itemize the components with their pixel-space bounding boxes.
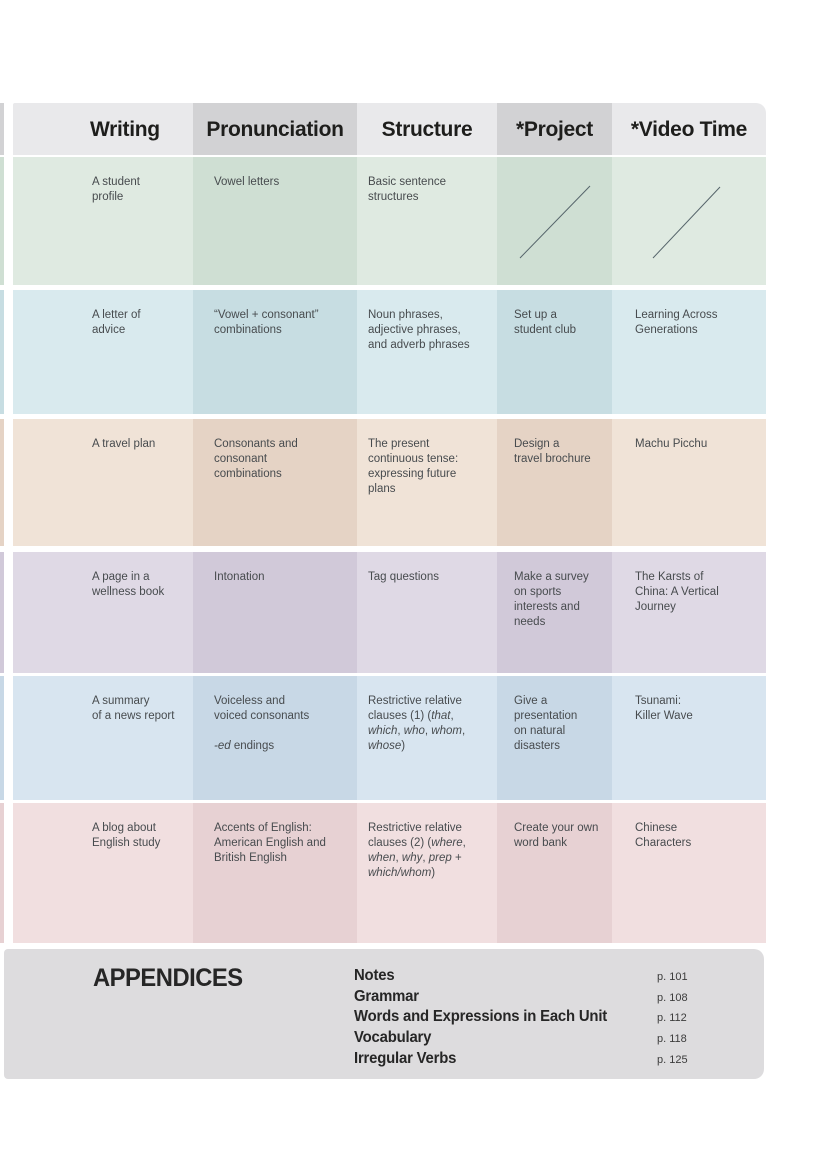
cell-pronunciation-text: Accents of English: American English and…	[214, 822, 326, 864]
cell-writing: A travel plan	[92, 438, 156, 450]
cell-structure: Noun phrases, adjective phrases, and adv…	[368, 309, 470, 351]
column-header-video-time: *Video Time	[630, 118, 748, 141]
cell-structure: Basic sentence structures	[368, 176, 446, 203]
cell-pronunciation	[193, 676, 357, 800]
cell-writing: A page in a wellness book	[92, 571, 165, 598]
cell-project	[497, 290, 612, 414]
unit-row-6: A blog about English study Accents of En…	[0, 803, 766, 943]
cell-writing: A summary of a news report	[92, 695, 175, 722]
cell-project-text: Make a survey on sports interests and ne…	[514, 571, 589, 628]
column-header-project: *Project	[516, 118, 593, 141]
column-header-structure: Structure	[381, 118, 473, 141]
cell-project	[497, 676, 612, 800]
appendix-item: Irregular Verbs p. 125	[354, 1050, 688, 1071]
cell-project	[497, 419, 612, 546]
cell-structure: The present continuous tense: expressing…	[368, 438, 459, 495]
cell-pronunciation-text: Intonation	[214, 571, 265, 583]
unit-row-1: A student profile Vowel letters Basic se…	[0, 157, 766, 285]
cell-writing: A letter of advice	[92, 309, 141, 336]
appendix-item-page: p. 112	[657, 1012, 687, 1025]
cell-pronunciation	[193, 552, 357, 673]
cell-video-slash	[612, 157, 766, 285]
appendices-title: APPENDICES	[93, 964, 243, 992]
unit-row-5: A summary of a news report Voiceless and…	[0, 676, 766, 800]
row-edge-sliver	[0, 676, 4, 800]
cell-video-time: Learning Across Generations	[635, 309, 718, 336]
row-edge-sliver	[0, 290, 4, 414]
cell-project-slash	[497, 157, 612, 285]
header-edge-sliver	[0, 103, 4, 155]
appendix-item-label: Grammar	[354, 987, 419, 1005]
cell-pronunciation	[193, 419, 357, 546]
cell-pronunciation	[193, 157, 357, 285]
column-header-writing: Writing	[90, 118, 160, 141]
appendix-item-label: Irregular Verbs	[354, 1049, 457, 1067]
appendices-list: Notes p. 101 Grammar p. 108 Words and Ex…	[354, 967, 688, 1070]
row-background	[13, 419, 766, 546]
column-header-pronunciation: Pronunciation	[206, 118, 344, 141]
cell-pronunciation-text: “Vowel + consonant” combinations	[214, 309, 319, 336]
header-dark-block-project	[497, 103, 612, 155]
row-background	[13, 157, 766, 285]
cell-project	[497, 157, 612, 285]
row-edge-sliver	[0, 552, 4, 673]
cell-pronunciation-text: Vowel letters	[214, 176, 280, 188]
appendix-item: Words and Expressions in Each Unit p. 11…	[354, 1008, 688, 1029]
row-edge-sliver	[0, 803, 4, 943]
appendix-item-label: Vocabulary	[354, 1029, 432, 1047]
appendices-section	[4, 949, 764, 1079]
header-dark-block-pronunciation	[193, 103, 357, 155]
cell-video-time: Machu Picchu	[635, 438, 708, 450]
row-edge-sliver	[0, 157, 4, 285]
appendix-item-page: p. 108	[657, 991, 688, 1004]
unit-row-3: A travel plan Consonants and consonant c…	[0, 419, 766, 546]
cell-video-time: Tsunami: Killer Wave	[635, 695, 693, 722]
appendix-item: Vocabulary p. 118	[354, 1029, 688, 1050]
appendix-item: Notes p. 101	[354, 967, 688, 988]
cell-structure: Restrictive relative clauses (1) (that, …	[368, 695, 466, 752]
cell-video-time: The Karsts of China: A Vertical Journey	[635, 571, 719, 613]
cell-pronunciation	[193, 290, 357, 414]
row-background	[13, 290, 766, 414]
cell-writing: A blog about English study	[92, 822, 161, 849]
slash-icon	[519, 185, 591, 259]
cell-pronunciation	[193, 803, 357, 943]
appendix-item-label: Words and Expressions in Each Unit	[354, 1008, 608, 1026]
cell-structure: Tag questions	[368, 571, 439, 583]
appendix-item: Grammar p. 108	[354, 988, 688, 1009]
table-header: Writing Pronunciation Structure *Project…	[0, 103, 766, 155]
appendix-item-page: p. 101	[657, 971, 688, 983]
row-edge-sliver	[0, 419, 4, 546]
cell-project-text: Give a presentation on natural disasters	[514, 695, 578, 752]
appendix-item-page: p. 118	[657, 1033, 687, 1046]
slash-icon	[652, 186, 721, 259]
cell-project-text: Create your own word bank	[514, 822, 599, 849]
cell-pronunciation-text: Voiceless and voiced consonants -ed endi…	[214, 695, 310, 752]
appendix-item-page: p. 125	[657, 1053, 688, 1066]
unit-row-2: A letter of advice “Vowel + consonant” c…	[0, 290, 766, 414]
row-background	[13, 803, 766, 943]
cell-video-time: Chinese Characters	[635, 822, 692, 849]
cell-project-text: Set up a student club	[514, 309, 577, 336]
cell-project-text: Design a travel brochure	[514, 438, 591, 465]
unit-row-4: A page in a wellness book Intonation Tag…	[0, 552, 766, 673]
appendix-item-label: Notes	[354, 967, 395, 984]
header-background	[13, 103, 766, 155]
cell-project	[497, 803, 612, 943]
row-background	[13, 552, 766, 673]
cell-pronunciation-text: Consonants and consonant combinations	[214, 438, 298, 480]
cell-project	[497, 552, 612, 673]
row-background	[13, 676, 766, 800]
cell-structure: Restrictive relative clauses (2) (where,…	[368, 822, 466, 879]
cell-writing: A student profile	[92, 176, 140, 203]
